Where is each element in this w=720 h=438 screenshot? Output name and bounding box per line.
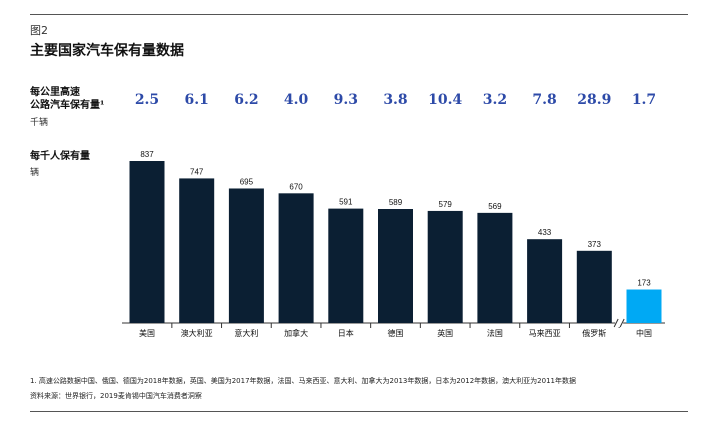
category-label: 美国 xyxy=(139,328,155,338)
chart-title: 主要国家汽车保有量数据 xyxy=(30,43,184,59)
bar-value-label: 433 xyxy=(538,228,552,237)
footnote-1: 1. 高速公路数据中国、俄国、德国为2018年数据，英国、美国为2017年数据，… xyxy=(30,377,576,385)
category-label: 澳大利亚 xyxy=(181,328,213,338)
axis-break-marker xyxy=(613,318,625,328)
bar-value-label: 670 xyxy=(289,182,303,191)
highway-value: 6.2 xyxy=(234,92,259,108)
bar-value-label: 373 xyxy=(588,240,602,249)
category-label: 马来西亚 xyxy=(529,329,561,338)
bar-value-label: 591 xyxy=(339,198,353,207)
bottom-rule xyxy=(30,411,688,412)
bar-9 xyxy=(576,250,612,323)
highway-row-label-line1: 每公里高速 xyxy=(30,87,80,98)
highway-value: 7.8 xyxy=(532,92,557,108)
bar-value-label: 747 xyxy=(190,167,204,176)
bar-value-label: 173 xyxy=(637,279,651,288)
bar-value-label: 589 xyxy=(389,198,403,207)
top-rule xyxy=(30,14,688,15)
highway-value: 3.2 xyxy=(482,92,508,108)
per-thousand-row-unit: 辆 xyxy=(30,168,40,178)
bar-10 xyxy=(626,289,662,323)
bar-8 xyxy=(527,239,563,323)
bar-5 xyxy=(378,209,413,323)
figure-number: 图2 xyxy=(30,24,48,37)
category-label: 意大利 xyxy=(234,328,258,338)
highway-value: 2.5 xyxy=(134,92,160,108)
category-label: 俄罗斯 xyxy=(582,328,606,338)
source-note: 资料来源：世界银行，2019麦肯锡中国汽车消费者洞察 xyxy=(30,392,202,400)
bar-6 xyxy=(427,210,463,323)
bar-7 xyxy=(477,212,513,323)
highway-value: 10.4 xyxy=(428,92,463,108)
bar-value-label: 837 xyxy=(140,150,154,159)
highway-value: 9.3 xyxy=(333,92,358,108)
category-label: 中国 xyxy=(636,328,652,338)
highway-value: 1.7 xyxy=(631,92,657,108)
bar-2 xyxy=(228,188,264,323)
bar-value-label: 569 xyxy=(488,202,502,211)
highway-value: 4.0 xyxy=(283,92,309,108)
bar-value-label: 695 xyxy=(240,177,254,186)
category-label: 英国 xyxy=(437,328,453,338)
bar-value-label: 579 xyxy=(439,200,453,209)
category-label: 加拿大 xyxy=(284,328,308,338)
highway-value: 28.9 xyxy=(577,92,612,108)
bar-3 xyxy=(278,193,314,323)
bar-4 xyxy=(328,208,364,323)
highway-value: 6.1 xyxy=(184,92,209,108)
highway-row-label-line2: 公路汽车保有量¹ xyxy=(30,100,105,111)
bar-1 xyxy=(179,178,215,323)
category-label: 法国 xyxy=(487,328,503,338)
category-label: 日本 xyxy=(338,328,354,338)
highway-value: 3.8 xyxy=(383,92,408,108)
category-label: 德国 xyxy=(388,328,404,338)
highway-row-unit: 千辆 xyxy=(30,118,49,128)
per-thousand-row-label: 每千人保有量 xyxy=(30,151,90,162)
bar-0 xyxy=(129,161,165,323)
